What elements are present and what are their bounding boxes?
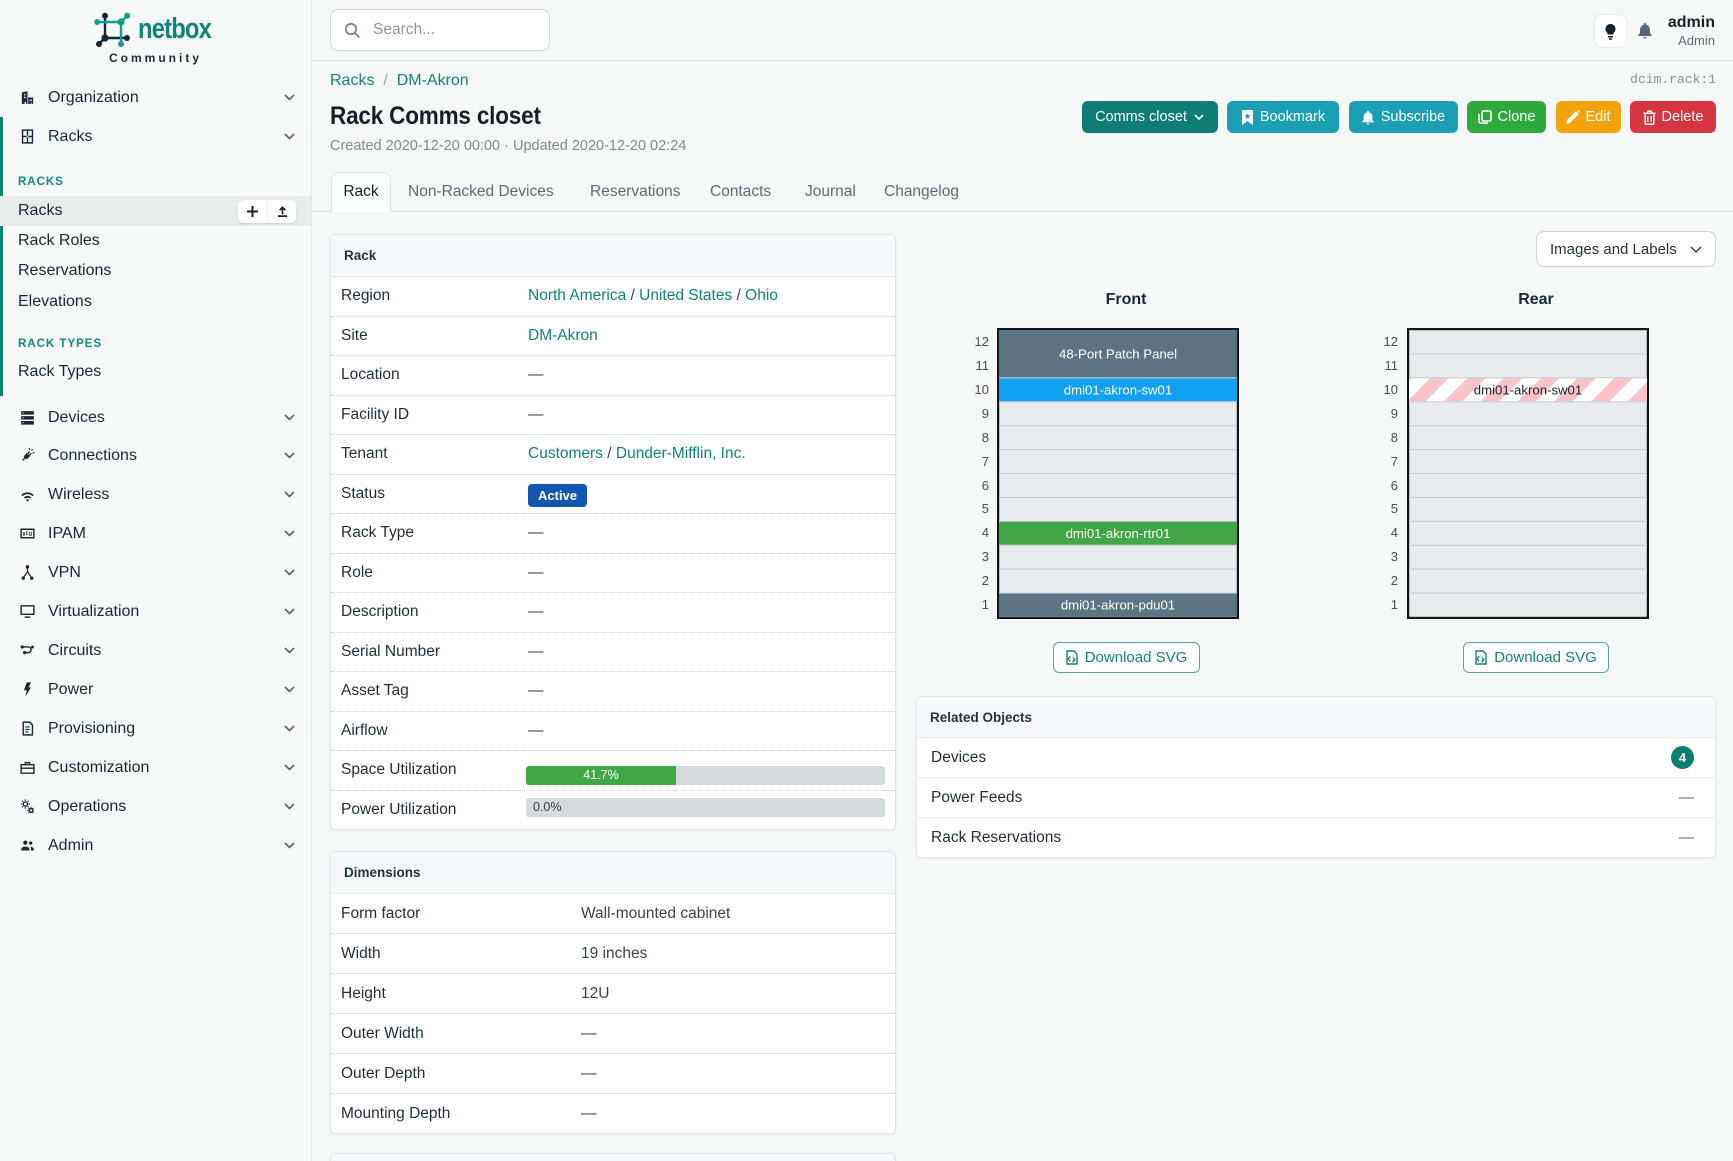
svg-text:dmi01-akron-rtr01: dmi01-akron-rtr01 [1066, 526, 1171, 541]
svg-text:dmi01-akron-sw01: dmi01-akron-sw01 [1474, 382, 1582, 397]
svg-text:48-Port Patch Panel: 48-Port Patch Panel [1059, 347, 1177, 362]
svg-text:dmi01-akron-pdu01: dmi01-akron-pdu01 [1061, 598, 1175, 613]
svg-text:dmi01-akron-sw01: dmi01-akron-sw01 [1064, 382, 1172, 397]
